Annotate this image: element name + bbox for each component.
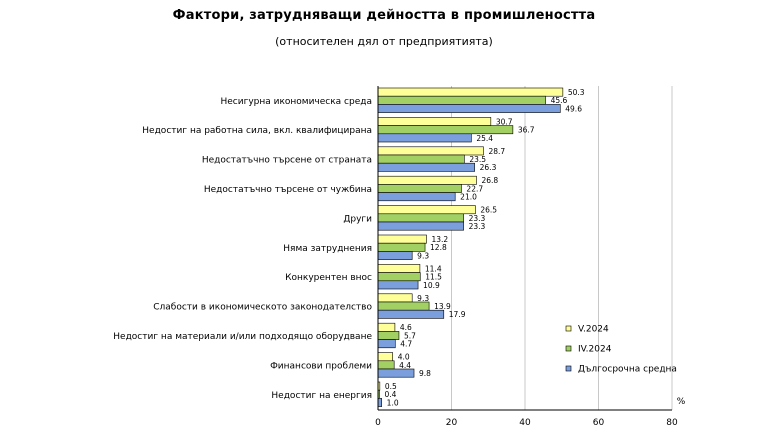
x-axis-unit-label: % — [677, 397, 686, 407]
bar-value-label: 1.0 — [387, 398, 399, 407]
category-label: Недостиг на енергия — [271, 391, 372, 401]
bar — [377, 280, 419, 290]
bar — [377, 192, 456, 202]
bar-value-label: 13.9 — [434, 302, 451, 311]
bar — [377, 213, 464, 223]
bar — [377, 146, 484, 156]
legend-swatch — [565, 365, 572, 372]
bar — [377, 125, 514, 135]
legend-swatch — [565, 345, 572, 352]
bar-value-label: 0.5 — [385, 382, 397, 391]
bar-value-label: 4.0 — [398, 353, 410, 362]
category-label: Слабости в икономическото законодателств… — [153, 303, 372, 313]
bar — [377, 264, 421, 273]
legend-label: Дългосрочна средна — [578, 365, 677, 375]
bar-value-label: 23.3 — [469, 214, 486, 223]
bar — [377, 175, 477, 185]
bar-value-label: 17.9 — [449, 310, 466, 319]
bar — [377, 234, 427, 244]
bar — [377, 104, 561, 113]
category-label: Финансови проблеми — [270, 361, 372, 371]
x-tick-label: 0 — [375, 418, 381, 428]
bar — [377, 352, 393, 362]
x-axis: 0 20 40 60 80% — [375, 86, 686, 428]
bar-value-label: 13.2 — [432, 235, 449, 244]
bar — [377, 242, 426, 252]
bar-value-label: 36.7 — [518, 126, 535, 135]
category-label: Други — [343, 214, 372, 224]
bar — [377, 339, 396, 349]
bar — [377, 154, 465, 164]
bar — [377, 293, 413, 303]
bar-value-label: 10.9 — [423, 281, 440, 290]
bar-value-label: 25.4 — [476, 134, 493, 143]
bar-value-label: 30.7 — [496, 117, 513, 126]
category-label: Несигурна икономическа среда — [220, 97, 372, 107]
chart-subtitle: (относителен дял от предприятията) — [275, 35, 493, 48]
category-label: Недостатъчно търсене от страната — [202, 156, 372, 166]
x-tick-label: 60 — [593, 418, 605, 428]
category-label: Няма затруднения — [283, 244, 372, 254]
bar — [377, 221, 464, 231]
category-label: Конкурентен внос — [285, 273, 372, 283]
bar-value-label: 22.7 — [466, 184, 483, 193]
bar-value-label: 21.0 — [460, 193, 477, 202]
bar-value-label: 4.4 — [399, 361, 411, 370]
bar — [377, 133, 472, 143]
bar-value-label: 9.3 — [417, 251, 429, 260]
bar — [377, 360, 395, 370]
bar-value-label: 49.6 — [565, 104, 582, 113]
bar — [377, 309, 445, 319]
x-tick-label: 80 — [666, 418, 678, 428]
bar-value-label: 50.3 — [568, 88, 585, 97]
bar-value-label: 4.7 — [400, 340, 412, 349]
bar — [377, 184, 462, 193]
bar-value-label: 0.4 — [384, 390, 396, 399]
x-tick-label: 20 — [446, 418, 458, 428]
bar — [377, 398, 382, 407]
legend-label: V.2024 — [578, 325, 609, 335]
bar-value-label: 5.7 — [404, 331, 416, 340]
category-labels: Несигурна икономическа среда Недостиг на … — [113, 97, 372, 401]
category-label: Недостатъчно търсене от чужбина — [204, 185, 372, 195]
bar-value-label: 9.8 — [419, 369, 431, 378]
bar — [377, 251, 413, 260]
bar-value-label: 11.5 — [425, 273, 442, 282]
bar — [377, 331, 400, 340]
bar — [377, 87, 564, 97]
bar-value-label: 28.7 — [488, 147, 505, 156]
bar — [377, 301, 430, 311]
bar-value-label: 23.5 — [469, 155, 486, 164]
bar-value-label: 26.3 — [480, 163, 497, 172]
bar-value-label: 26.8 — [481, 176, 498, 185]
bar — [377, 322, 396, 332]
bar-value-label: 11.4 — [425, 264, 442, 273]
bar-value-label: 45.6 — [551, 96, 568, 105]
bar — [377, 117, 492, 126]
bar-value-label: 9.3 — [417, 294, 429, 303]
category-label: Недостиг на материали и/или подходящо об… — [113, 332, 372, 342]
legend-label: IV.2024 — [578, 345, 612, 355]
bar-value-label: 12.8 — [430, 243, 447, 252]
legend: V.2024 IV.2024 Дългосрочна средна — [565, 325, 677, 375]
bar-value-label: 23.3 — [469, 222, 486, 231]
bar — [377, 205, 476, 215]
bar-value-label: 26.5 — [480, 206, 497, 215]
x-tick-label: 40 — [519, 418, 531, 428]
chart-title: Фактори, затрудняващи дейността в промиш… — [172, 8, 596, 23]
category-label: Недостиг на работна сила, вкл. квалифици… — [142, 126, 372, 136]
bar-value-label: 4.6 — [400, 323, 412, 332]
bar — [377, 272, 421, 282]
bars: 50.345.649.6 30.7 36.7 25.4 28.723.526.3 26.8… — [377, 87, 585, 407]
bar — [377, 162, 475, 172]
bar — [377, 368, 415, 378]
bar — [377, 95, 546, 105]
legend-swatch — [565, 325, 572, 332]
